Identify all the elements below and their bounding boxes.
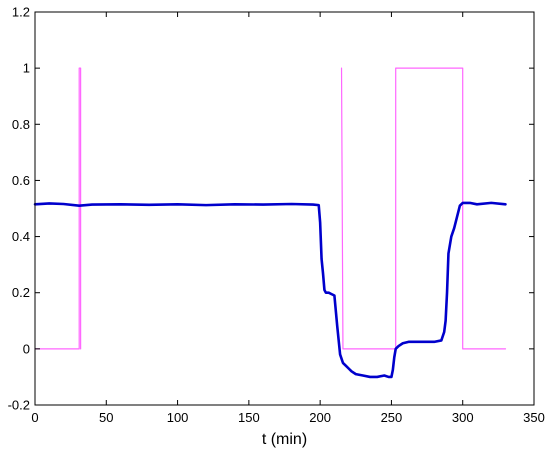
x-tick-label: 300 [452,410,474,425]
x-tick-label: 100 [167,410,189,425]
series-layer [33,67,507,379]
x-tick-label: 200 [309,410,331,425]
y-tick-label: 0 [23,341,30,356]
y-tick-label: 1.2 [12,5,30,20]
x-tick-label: 150 [238,410,260,425]
plot-frame [34,11,535,406]
series-line-1 [34,67,507,350]
x-tick-label: 250 [381,410,403,425]
x-axis-title: t (min) [262,431,307,448]
y-tick-label: -0.2 [8,398,30,413]
y-tick-label: 1 [23,61,30,76]
y-tick-label: 0.4 [12,229,30,244]
y-tick-label: 0.2 [12,285,30,300]
x-tick-label: 0 [31,410,38,425]
y-tick-label: 0.8 [12,117,30,132]
ticks-layer: 0 50 100 150 200 250 300 350-0.200.20.40.60.811… [8,5,545,426]
y-tick-label: 0.6 [12,173,30,188]
series-line-2 [33,201,507,379]
x-tick-label: 50 [99,410,113,425]
x-tick-label: 350 [523,410,545,425]
